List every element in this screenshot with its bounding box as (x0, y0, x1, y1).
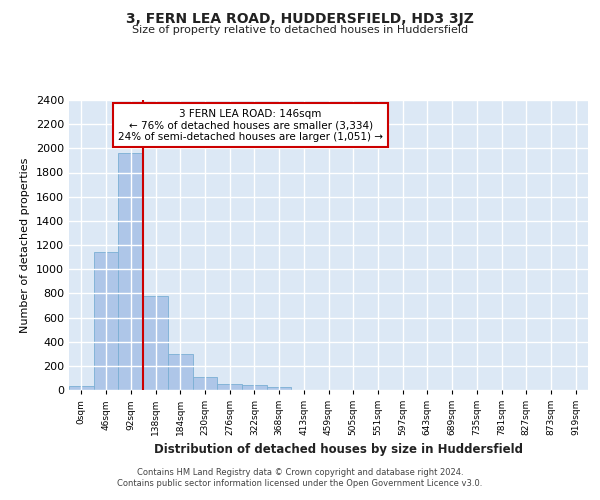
Text: Distribution of detached houses by size in Huddersfield: Distribution of detached houses by size … (154, 442, 523, 456)
Text: 3 FERN LEA ROAD: 146sqm
← 76% of detached houses are smaller (3,334)
24% of semi: 3 FERN LEA ROAD: 146sqm ← 76% of detache… (118, 108, 383, 142)
Text: 3, FERN LEA ROAD, HUDDERSFIELD, HD3 3JZ: 3, FERN LEA ROAD, HUDDERSFIELD, HD3 3JZ (126, 12, 474, 26)
Y-axis label: Number of detached properties: Number of detached properties (20, 158, 31, 332)
Bar (143, 296, 168, 390)
Bar (94, 252, 118, 390)
Bar (118, 153, 143, 390)
Bar (267, 387, 292, 390)
Text: Size of property relative to detached houses in Huddersfield: Size of property relative to detached ho… (132, 25, 468, 35)
Bar (69, 386, 94, 390)
Bar (193, 378, 217, 390)
Bar (168, 354, 193, 390)
Bar (217, 384, 242, 390)
Bar (242, 385, 267, 390)
Text: Contains HM Land Registry data © Crown copyright and database right 2024.
Contai: Contains HM Land Registry data © Crown c… (118, 468, 482, 487)
